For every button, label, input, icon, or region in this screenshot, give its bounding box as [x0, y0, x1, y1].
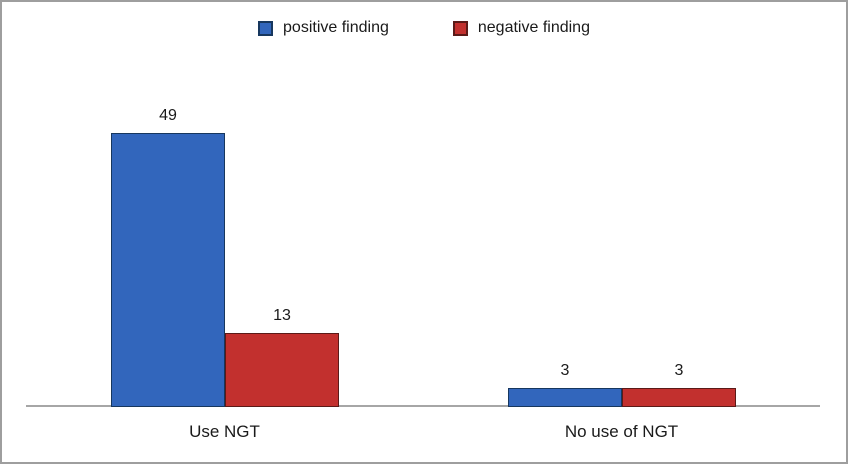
bar-positive-finding-no-use-of-ngt — [508, 388, 622, 407]
legend-swatch-icon — [452, 20, 468, 36]
bar-negative-finding-use-ngt — [225, 333, 339, 407]
legend-label: positive finding — [283, 19, 389, 36]
bar-value-label: 13 — [273, 307, 291, 324]
legend-item-positive-finding: positive finding — [258, 20, 389, 36]
bar-positive-finding-use-ngt — [111, 133, 225, 407]
bar-value-label: 49 — [159, 107, 177, 124]
chart-legend: positive finding negative finding — [2, 20, 846, 36]
x-axis-category-label-no-use-of-ngt: No use of NGT — [564, 422, 679, 441]
legend-item-negative-finding: negative finding — [452, 19, 590, 36]
legend-swatch-icon — [258, 20, 274, 36]
bar-value-label: 3 — [674, 362, 684, 379]
bar-negative-finding-no-use-of-ngt — [622, 388, 736, 407]
bar-value-label: 3 — [560, 362, 570, 379]
x-axis-line — [26, 405, 820, 407]
x-axis-category-label-use-ngt: Use NGT — [189, 422, 260, 441]
legend-label: negative finding — [477, 19, 590, 36]
